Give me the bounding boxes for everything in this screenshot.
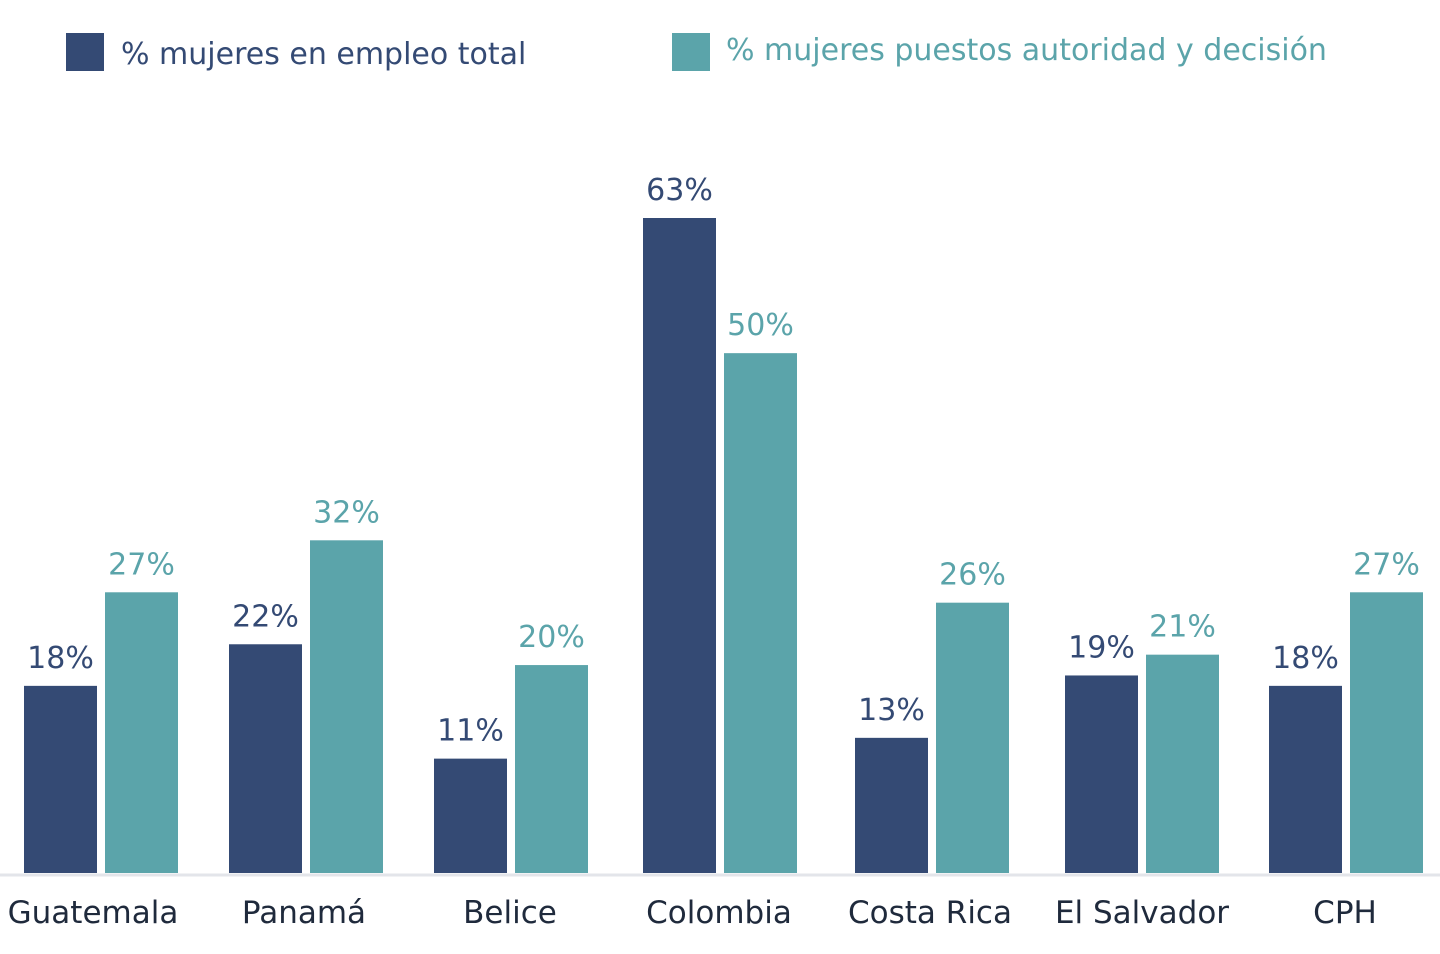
bar-colombia-employment: [643, 218, 716, 873]
value-label-guatemala-authority: 27%: [108, 547, 175, 582]
value-label-cph-employment: 18%: [1272, 641, 1339, 676]
bar-belice-authority: [515, 665, 588, 873]
value-label-costa-rica-employment: 13%: [858, 693, 925, 728]
bar-el-salvador-employment: [1065, 675, 1138, 873]
bar-belice-employment: [434, 758, 507, 873]
bar-guatemala-employment: [24, 685, 97, 873]
category-label-costa-rica: Costa Rica: [848, 895, 1012, 931]
legend-label-employment: % mujeres en empleo total: [121, 37, 526, 72]
category-label-colombia: Colombia: [646, 895, 792, 931]
category-label-belice: Belice: [463, 895, 557, 931]
bar-costa-rica-authority: [936, 602, 1009, 873]
bar-panama-employment: [229, 644, 302, 873]
bar-costa-rica-employment: [855, 737, 928, 873]
category-label-panama: Panamá: [242, 895, 366, 931]
category-labels-layer: Guatemala Panamá Belice Colombia Costa Rica E…: [8, 895, 1377, 931]
legend-swatch-employment: [66, 33, 104, 71]
bar-cph-employment: [1269, 685, 1342, 873]
value-label-panama-authority: 32%: [313, 495, 380, 530]
legend-label-authority: % mujeres puestos autoridad y decisión: [726, 33, 1327, 68]
value-label-guatemala-employment: 18%: [27, 641, 94, 676]
category-label-guatemala: Guatemala: [8, 895, 179, 931]
value-label-costa-rica-authority: 26%: [939, 558, 1006, 593]
bar-panama-authority: [310, 540, 383, 873]
value-label-belice-employment: 11%: [437, 714, 504, 749]
value-label-el-salvador-employment: 19%: [1068, 630, 1135, 665]
value-label-cph-authority: 27%: [1353, 547, 1420, 582]
value-label-el-salvador-authority: 21%: [1149, 610, 1216, 645]
category-label-el-salvador: El Salvador: [1055, 895, 1229, 931]
bar-colombia-authority: [724, 353, 797, 874]
value-label-panama-employment: 22%: [232, 599, 299, 634]
bar-cph-authority: [1350, 592, 1423, 873]
bar-guatemala-authority: [105, 592, 178, 873]
value-label-belice-authority: 20%: [518, 620, 585, 655]
value-labels-layer: 18% 27% 22% 32% 11% 20% 63% 50% 13% 26% 19% 21% 18% 2…: [27, 173, 1420, 749]
bars-layer: [24, 218, 1423, 874]
chart-legend: % mujeres en empleo total % mujeres pues…: [66, 33, 1327, 72]
legend-swatch-authority: [672, 33, 710, 71]
value-label-colombia-employment: 63%: [646, 173, 713, 208]
bar-el-salvador-authority: [1146, 654, 1219, 873]
category-label-cph: CPH: [1313, 895, 1377, 931]
value-label-colombia-authority: 50%: [727, 308, 794, 343]
